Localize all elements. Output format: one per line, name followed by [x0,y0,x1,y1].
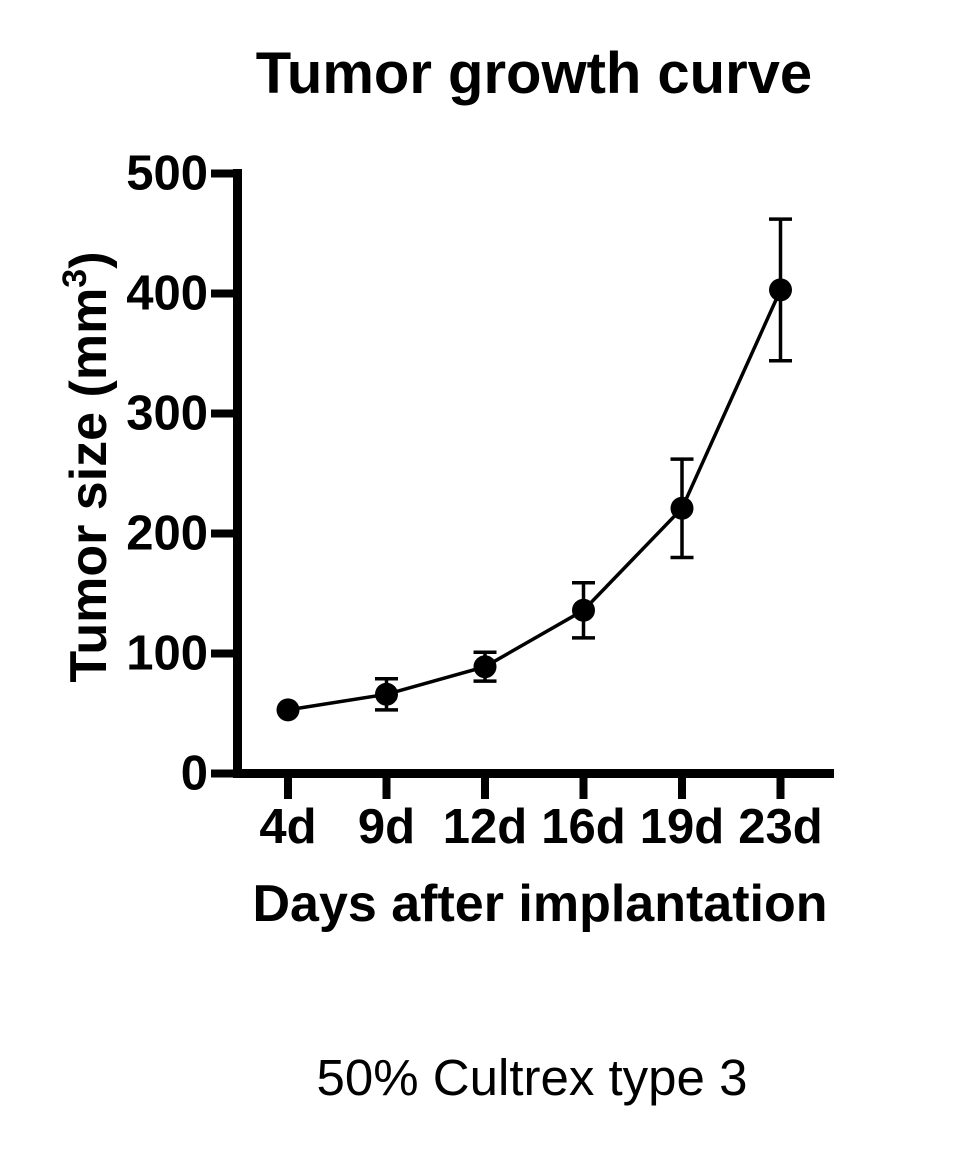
data-point-marker [670,496,694,520]
series-line [287,289,783,712]
figure-caption: 50% Cultrex type 3 [317,1049,748,1106]
x-tick-label: 4d [259,800,316,854]
data-point-marker [375,682,398,706]
y-tick-label: 400 [126,267,208,321]
data-point-marker [769,278,792,302]
y-axis-tick [211,169,234,178]
x-axis-line [233,769,834,778]
x-axis-tick [678,777,686,799]
x-axis-tick [481,777,489,799]
y-axis-title-text: Tumor size (mm [60,288,118,683]
x-axis-tick [284,777,292,799]
data-point-marker [276,698,300,722]
y-axis-tick [211,289,234,298]
y-tick-label: 100 [126,627,208,681]
y-axis-tick [211,769,234,778]
chart-title: Tumor growth curve [256,41,812,106]
x-axis-tick [579,777,588,799]
y-axis-title-close-paren: ) [60,251,118,268]
y-axis-title: Tumor size (mm3) [56,251,118,682]
y-tick-label: 500 [126,147,208,201]
x-tick-label: 23d [738,800,822,854]
data-point-marker [473,655,497,679]
x-tick-label: 9d [358,800,415,854]
y-tick-label: 300 [126,387,208,441]
x-axis-tick [776,777,785,799]
y-tick-label: 0 [181,747,208,801]
x-axis-tick [382,777,391,799]
data-series-layer [276,217,792,722]
y-axis-title-superscript: 3 [56,269,94,288]
y-axis-tick [211,409,234,418]
data-point-marker [572,598,595,622]
x-tick-label: 19d [640,800,724,854]
y-axis-line [233,169,242,778]
axes-layer: 0 100 200 300 400 500 4d 9d 12d 16d 19d 23d [126,147,834,854]
y-axis-tick [211,649,234,658]
y-tick-label: 200 [126,507,208,561]
x-tick-label: 12d [443,800,527,854]
x-tick-label: 16d [541,800,625,854]
x-axis-title: Days after implantation [252,875,827,933]
y-axis-tick [211,529,234,538]
